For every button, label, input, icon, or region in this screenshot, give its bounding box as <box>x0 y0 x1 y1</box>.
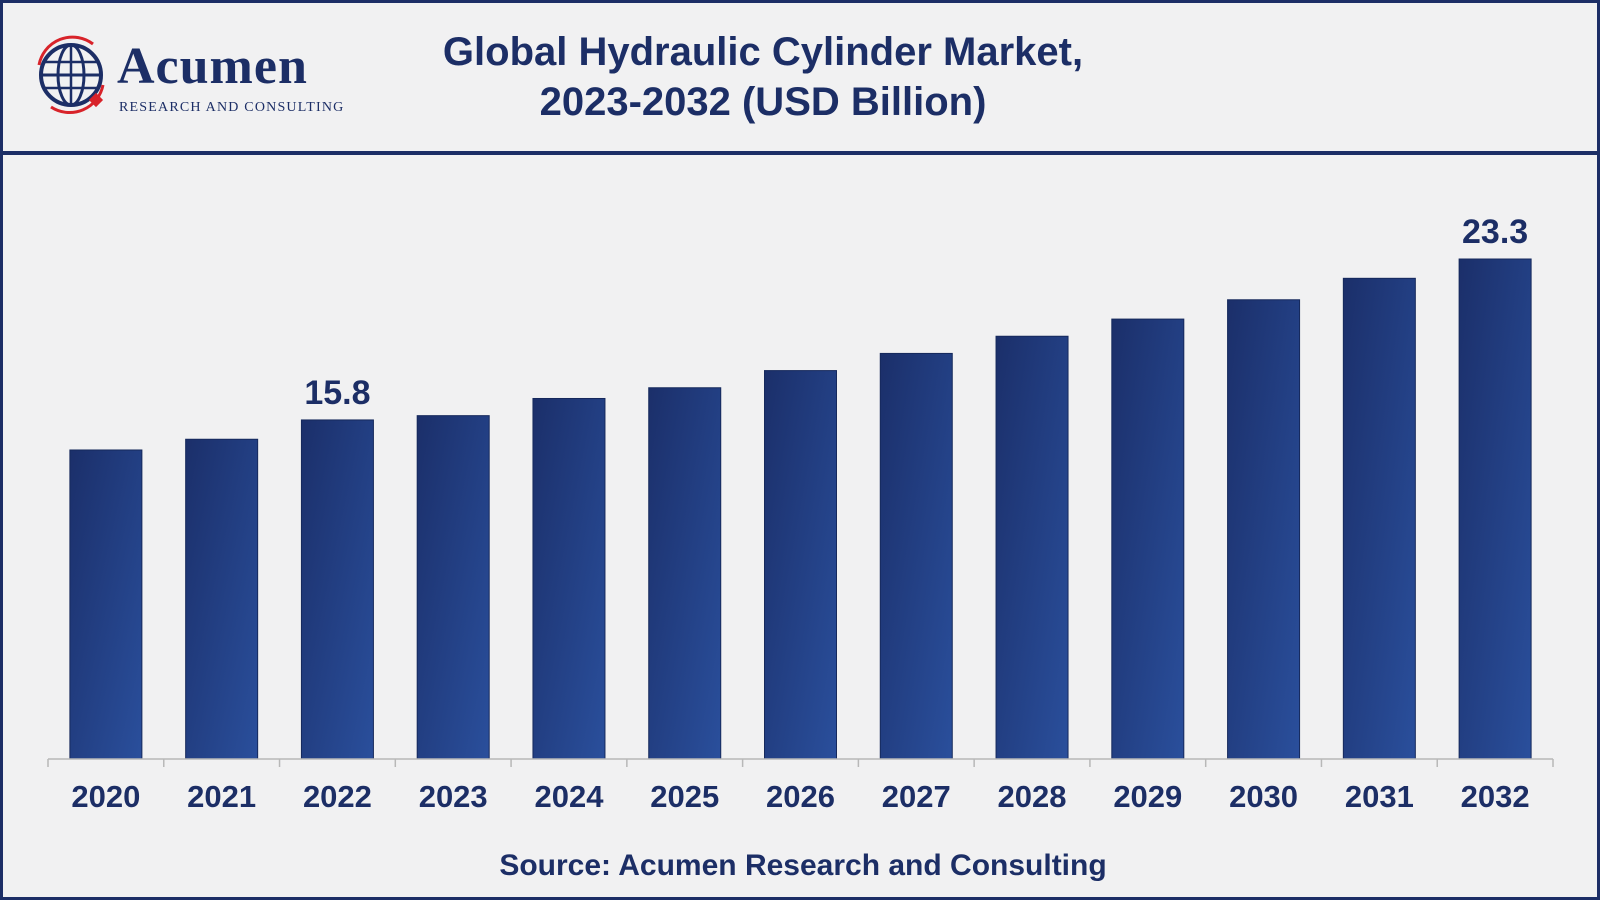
bar-chart: 2020 2021 2022 2023 2024 2025 2026 2027 2028 2029… <box>47 213 1554 814</box>
bar-2031 <box>1342 277 1416 760</box>
acumen-logo: Acumen RESEARCH AND CONSULTING <box>33 35 373 125</box>
bar-2021 <box>185 438 259 760</box>
logo-subtitle: RESEARCH AND CONSULTING <box>119 100 345 115</box>
bar-2032 <box>1458 258 1532 760</box>
x-axis <box>47 758 1554 767</box>
x-tick-label-2025: 2025 <box>650 779 719 814</box>
bar-2027 <box>879 352 953 760</box>
bar-2025 <box>648 387 722 760</box>
x-tick-label-2030: 2030 <box>1229 779 1298 814</box>
source-note: Source: Acumen Research and Consulting <box>499 849 1107 882</box>
data-label-2032: 23.3 <box>1462 213 1528 251</box>
chart-title: Global Hydraulic Cylinder Market, 2023-2… <box>383 27 1143 127</box>
data-label-2022: 15.8 <box>304 374 370 412</box>
chart-title-line-2: 2023-2032 (USD Billion) <box>539 80 987 124</box>
x-tick-label-2020: 2020 <box>71 779 140 814</box>
bar-2023 <box>416 415 490 760</box>
bar-2030 <box>1227 299 1301 760</box>
x-tick-label-2022: 2022 <box>303 779 372 814</box>
x-tick-label-2032: 2032 <box>1461 779 1530 814</box>
x-tick-label-2027: 2027 <box>882 779 951 814</box>
bar-2020 <box>69 449 143 760</box>
bar-2028 <box>995 335 1069 760</box>
bar-2024 <box>532 397 606 760</box>
x-tick-label-2023: 2023 <box>419 779 488 814</box>
x-tick-labels: 2020 2021 2022 2023 2024 2025 2026 2027 2028 2029… <box>71 779 1529 814</box>
x-tick-label-2029: 2029 <box>1113 779 1182 814</box>
x-tick-label-2021: 2021 <box>187 779 256 814</box>
x-tick-label-2031: 2031 <box>1345 779 1414 814</box>
x-tick-label-2026: 2026 <box>766 779 835 814</box>
logo-wordmark: Acumen <box>117 38 308 95</box>
header-bar: Acumen RESEARCH AND CONSULTING Global Hy… <box>3 3 1597 155</box>
globe-icon <box>37 35 105 115</box>
x-tick-label-2028: 2028 <box>998 779 1067 814</box>
x-tick-label-2024: 2024 <box>534 779 604 814</box>
bar-2026 <box>764 370 837 760</box>
bars-group <box>69 258 1532 760</box>
data-labels: 15.8 23.3 <box>304 213 1528 412</box>
chart-title-line-1: Global Hydraulic Cylinder Market, <box>442 30 1084 74</box>
bar-2022 <box>300 419 374 760</box>
bar-2029 <box>1111 318 1185 760</box>
